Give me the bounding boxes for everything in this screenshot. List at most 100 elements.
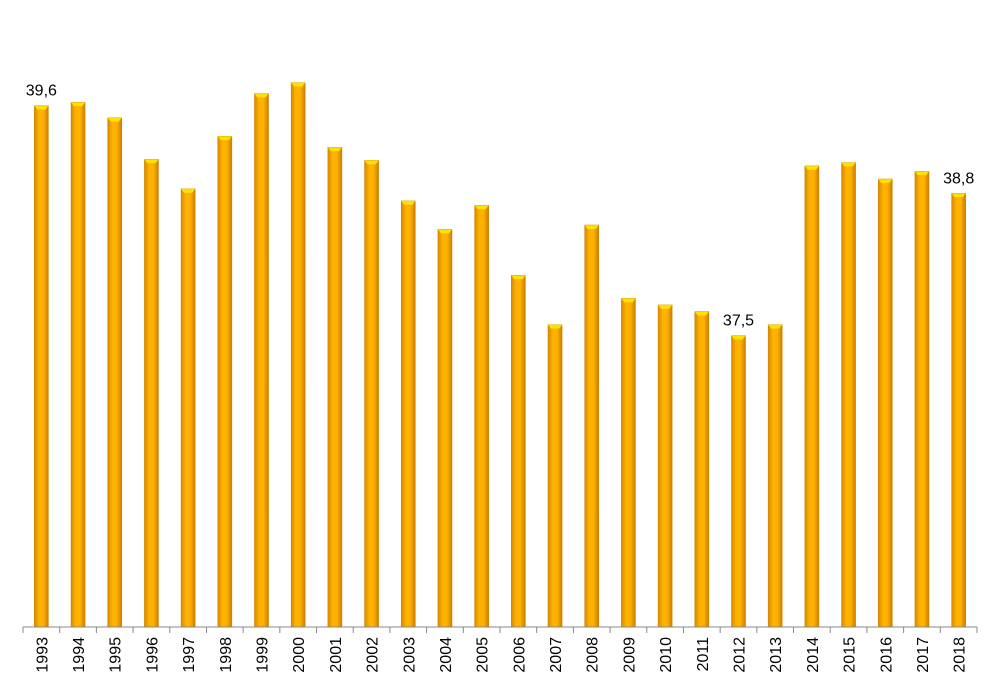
bar-2000 bbox=[290, 82, 306, 628]
x-tick-label-2007: 2007 bbox=[548, 637, 565, 673]
x-tick-label-2015: 2015 bbox=[842, 637, 859, 673]
bar-cap bbox=[364, 160, 379, 165]
bar-body bbox=[34, 105, 49, 628]
x-axis-ticks bbox=[22, 627, 978, 633]
bar-cap bbox=[107, 117, 123, 122]
bar-body bbox=[107, 117, 123, 628]
bar-cap bbox=[804, 165, 820, 171]
bar-2010 bbox=[657, 304, 673, 628]
bar-body bbox=[584, 224, 600, 628]
x-tick-label-1998: 1998 bbox=[218, 637, 235, 673]
data-label-2018: 38,8 bbox=[943, 170, 974, 187]
bar-body bbox=[327, 147, 343, 628]
bar-cap bbox=[254, 93, 269, 98]
bar-cap bbox=[327, 147, 343, 152]
x-tick-label-2008: 2008 bbox=[585, 637, 602, 673]
bar-body bbox=[547, 324, 563, 628]
data-label-2012: 37,5 bbox=[723, 313, 754, 330]
bar-2016 bbox=[877, 178, 893, 628]
bar-body bbox=[694, 311, 710, 628]
bar-body bbox=[364, 160, 379, 628]
x-tick-label-2016: 2016 bbox=[878, 637, 895, 673]
x-tick-label-1994: 1994 bbox=[71, 637, 88, 673]
data-label-1993: 39,6 bbox=[26, 83, 57, 100]
bar-2017 bbox=[914, 171, 930, 628]
bar-2013 bbox=[767, 324, 783, 628]
bar-1999 bbox=[254, 93, 269, 628]
bar-1996 bbox=[144, 159, 159, 628]
bar-cap bbox=[914, 171, 930, 176]
bar-body bbox=[217, 136, 233, 628]
x-tick-label-2000: 2000 bbox=[291, 637, 308, 673]
bar-2007 bbox=[547, 324, 563, 628]
x-tick-label-2009: 2009 bbox=[621, 637, 638, 673]
bar-2003 bbox=[400, 200, 416, 628]
x-tick-label-2012: 2012 bbox=[732, 637, 749, 673]
bar-body bbox=[914, 171, 930, 628]
bar-2009 bbox=[621, 298, 636, 628]
x-tick-label-2006: 2006 bbox=[511, 637, 528, 673]
bar-cap bbox=[290, 82, 306, 87]
bar-cap bbox=[877, 178, 893, 184]
x-tick-label-2014: 2014 bbox=[805, 637, 822, 673]
bar-cap bbox=[621, 298, 636, 303]
x-tick-label-1993: 1993 bbox=[34, 637, 51, 673]
bar-cap bbox=[217, 136, 233, 141]
bar-1994 bbox=[70, 102, 86, 628]
bar-body bbox=[657, 304, 673, 628]
bar-body bbox=[180, 188, 196, 628]
bar-2015 bbox=[841, 162, 856, 628]
bar-2012 bbox=[731, 335, 746, 628]
x-tick-label-1997: 1997 bbox=[181, 637, 198, 673]
bar-1993 bbox=[33, 105, 49, 628]
x-tick-label-2003: 2003 bbox=[401, 637, 418, 673]
bar-cap bbox=[694, 311, 710, 316]
x-tick-label-1996: 1996 bbox=[144, 637, 161, 673]
bar-cap bbox=[474, 205, 490, 210]
bar-2002 bbox=[364, 160, 379, 628]
x-tick-label-2018: 2018 bbox=[952, 637, 969, 673]
bar-2008 bbox=[584, 224, 600, 628]
x-tick-label-2005: 2005 bbox=[475, 637, 492, 673]
bar-2014 bbox=[804, 165, 820, 628]
bar-1997 bbox=[180, 188, 196, 628]
bar-body bbox=[437, 229, 453, 628]
bar-cap bbox=[731, 335, 746, 340]
bar-cap bbox=[33, 105, 49, 110]
bars bbox=[33, 82, 967, 628]
bar-body bbox=[877, 178, 893, 628]
bar-body bbox=[621, 298, 636, 628]
bar-body bbox=[254, 93, 269, 628]
x-tick-label-2001: 2001 bbox=[328, 637, 345, 673]
x-tick-label-2010: 2010 bbox=[658, 637, 675, 673]
bar-2018 bbox=[951, 193, 967, 628]
bar-cap bbox=[437, 229, 453, 234]
bar-2011 bbox=[694, 311, 710, 628]
data-labels: 39,6 37,5 38,8 bbox=[26, 83, 975, 330]
bar-cap bbox=[951, 193, 967, 198]
x-axis-labels: 1993 1994 1995 1996 1997 1998 1999 2000 2001 2002… bbox=[34, 637, 968, 673]
bar-body bbox=[290, 82, 306, 628]
bar-2005 bbox=[474, 205, 490, 628]
x-tick-label-1995: 1995 bbox=[108, 637, 125, 673]
bar-cap bbox=[584, 224, 600, 230]
bar-cap bbox=[767, 324, 783, 329]
bar-body bbox=[731, 335, 746, 628]
x-tick-label-2002: 2002 bbox=[365, 637, 382, 673]
bar-body bbox=[804, 165, 820, 628]
x-tick-label-2004: 2004 bbox=[438, 637, 455, 673]
x-tick-label-1999: 1999 bbox=[255, 637, 272, 673]
bar-2004 bbox=[437, 229, 453, 628]
bar-cap bbox=[144, 159, 159, 164]
bar-body bbox=[70, 102, 86, 628]
bar-1995 bbox=[107, 117, 123, 628]
bar-body bbox=[144, 159, 159, 628]
bar-body bbox=[767, 324, 783, 628]
x-tick-label-2013: 2013 bbox=[768, 637, 785, 673]
bar-cap bbox=[510, 275, 526, 280]
x-tick-label-2017: 2017 bbox=[915, 637, 932, 673]
bar-body bbox=[400, 200, 416, 628]
bar-body bbox=[474, 205, 489, 628]
bar-2006 bbox=[510, 275, 526, 628]
bar-body bbox=[511, 275, 526, 628]
